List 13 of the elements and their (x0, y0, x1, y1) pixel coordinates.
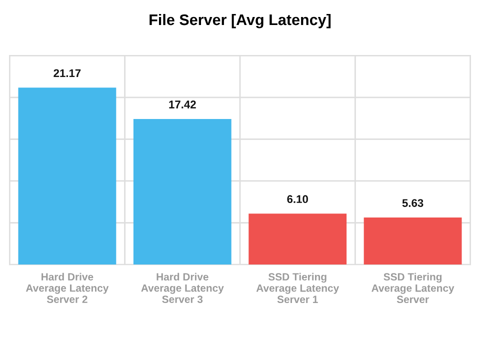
data-label: 5.63 (402, 199, 424, 207)
bar (133, 118, 232, 265)
x-tick-label: Hard Drive Average Latency Server 3 (141, 272, 224, 304)
chart-title: File Server [Avg Latency] (150, 14, 331, 28)
bar (364, 217, 462, 265)
x-tick-label: SSD Tiering Average Latency Server (372, 272, 454, 304)
x-tick-label: Hard Drive Average Latency Server 2 (26, 272, 109, 304)
bar (18, 88, 116, 265)
data-label: 21.17 (54, 69, 81, 77)
data-label: 17.42 (169, 100, 196, 108)
data-label: 6.10 (287, 195, 308, 204)
x-tick-label: SSD Tiering Average Latency Server 1 (256, 272, 340, 304)
bar (248, 214, 347, 265)
